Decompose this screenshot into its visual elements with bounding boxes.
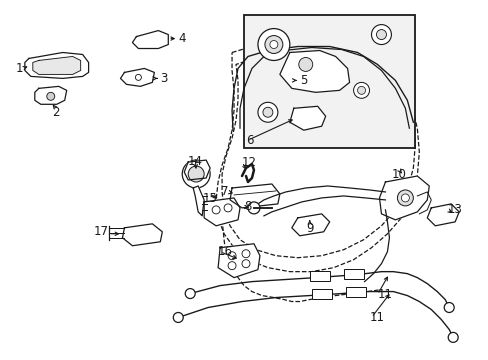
Text: 1: 1 <box>15 62 23 75</box>
Polygon shape <box>35 86 66 104</box>
Text: 10: 10 <box>391 168 406 181</box>
Text: 8: 8 <box>244 201 251 213</box>
Circle shape <box>401 194 408 202</box>
Polygon shape <box>291 214 329 236</box>
Circle shape <box>376 30 386 40</box>
Text: 15: 15 <box>203 192 217 205</box>
Polygon shape <box>33 57 81 75</box>
Circle shape <box>182 160 210 188</box>
Circle shape <box>224 204 232 212</box>
Circle shape <box>357 86 365 94</box>
Text: 5: 5 <box>299 74 306 87</box>
Text: 4: 4 <box>178 32 185 45</box>
Polygon shape <box>427 204 458 226</box>
Polygon shape <box>279 50 349 92</box>
Text: 12: 12 <box>242 156 257 168</box>
Polygon shape <box>132 31 168 49</box>
Circle shape <box>258 28 289 60</box>
Bar <box>244 15 414 148</box>
Text: 17: 17 <box>93 225 108 238</box>
Circle shape <box>258 102 277 122</box>
Circle shape <box>227 262 236 270</box>
Circle shape <box>242 260 249 268</box>
Polygon shape <box>203 198 240 226</box>
Bar <box>345 287 365 297</box>
Circle shape <box>173 312 183 323</box>
Circle shape <box>269 41 277 49</box>
Polygon shape <box>289 106 325 130</box>
Text: 13: 13 <box>447 203 461 216</box>
Bar <box>343 269 363 279</box>
Text: 6: 6 <box>245 134 253 147</box>
Text: 9: 9 <box>305 222 313 235</box>
Text: 2: 2 <box>52 106 60 119</box>
Circle shape <box>397 190 412 206</box>
Polygon shape <box>193 186 203 216</box>
Circle shape <box>135 75 141 80</box>
Circle shape <box>188 166 203 182</box>
Circle shape <box>371 24 390 45</box>
Circle shape <box>227 252 236 260</box>
Circle shape <box>264 36 282 54</box>
Polygon shape <box>184 160 210 180</box>
Polygon shape <box>229 184 279 208</box>
Polygon shape <box>218 244 260 278</box>
Text: 16: 16 <box>218 245 233 258</box>
Circle shape <box>212 206 220 214</box>
Bar <box>311 289 331 298</box>
Bar <box>309 271 329 280</box>
Polygon shape <box>379 176 428 220</box>
Circle shape <box>298 58 312 71</box>
Circle shape <box>447 332 457 342</box>
Polygon shape <box>122 224 162 246</box>
Text: 7: 7 <box>220 185 227 198</box>
Polygon shape <box>25 53 88 78</box>
Text: 14: 14 <box>187 155 203 168</box>
Circle shape <box>263 107 272 117</box>
Circle shape <box>353 82 369 98</box>
Circle shape <box>47 92 55 100</box>
Text: 11: 11 <box>377 288 392 301</box>
Circle shape <box>185 289 195 298</box>
Circle shape <box>443 302 453 312</box>
Polygon shape <box>120 68 154 86</box>
Circle shape <box>247 202 260 214</box>
Circle shape <box>242 250 249 258</box>
Text: 11: 11 <box>369 311 384 324</box>
Text: 3: 3 <box>160 72 167 85</box>
